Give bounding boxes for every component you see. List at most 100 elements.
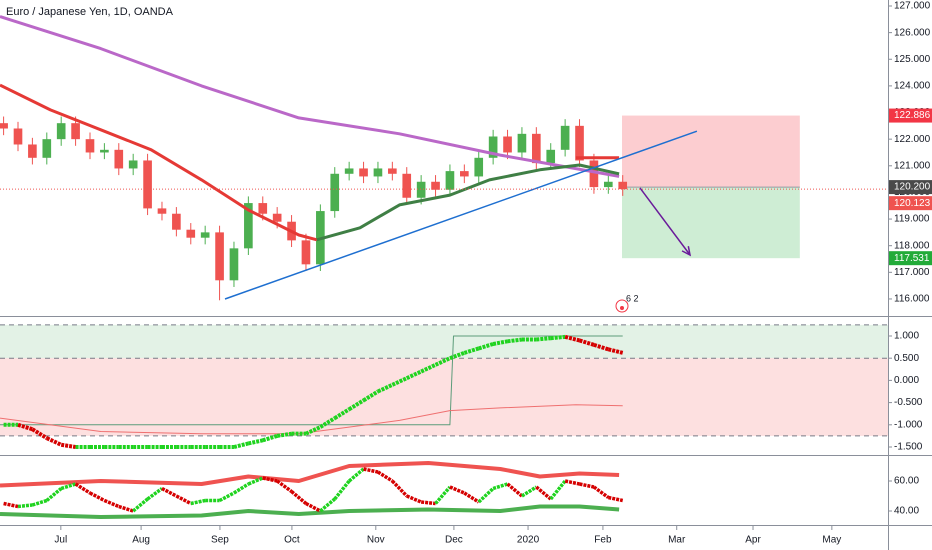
oscillator-segment — [564, 334, 581, 343]
oscillator-segment — [276, 431, 292, 438]
candle-body — [359, 168, 368, 177]
candle-body — [143, 160, 152, 209]
oscillator-segment — [262, 433, 278, 443]
band-line — [0, 504, 620, 519]
oscillator-segment — [17, 503, 33, 509]
oscillator-segment — [74, 482, 91, 495]
oscillator-segment — [593, 342, 609, 352]
price-tag-label: 120.200 — [894, 182, 931, 193]
oscillator-segment — [305, 425, 322, 436]
oscillator-segment — [449, 350, 466, 361]
y-tick-label: 122.000 — [894, 134, 931, 145]
band-line — [0, 461, 620, 488]
moving-average — [0, 15, 620, 178]
oscillator-segment — [535, 485, 552, 501]
y-tick-label: 1.000 — [894, 331, 919, 342]
oscillator-segment — [31, 498, 48, 507]
y-tick-label: 126.000 — [894, 27, 931, 38]
candle-body — [157, 208, 167, 214]
oscillator-segment — [161, 486, 178, 498]
candle-body — [445, 171, 455, 190]
events-badge-dot — [620, 306, 624, 310]
y-tick-label: 124.000 — [894, 81, 931, 92]
candle-body — [618, 181, 628, 190]
candle-body — [244, 203, 253, 249]
pane: 1.000 0.500 0.000 -0.500 -1.000 -1.500 — [0, 324, 923, 453]
oscillator-segment — [506, 482, 524, 498]
x-tick-label: Nov — [367, 535, 385, 546]
candle-body — [589, 160, 599, 188]
oscillator-segment — [377, 383, 394, 394]
candle-body — [532, 133, 541, 164]
lower-zone — [0, 358, 888, 436]
oscillator-segment — [190, 498, 206, 506]
x-tick-label: Feb — [594, 535, 612, 546]
oscillator-segment — [507, 337, 523, 344]
oscillator-segment — [492, 339, 508, 346]
candle-body — [28, 144, 37, 158]
stop-zone — [621, 115, 800, 188]
forecast-arrow — [639, 187, 691, 256]
y-tick-label: 0.500 — [894, 353, 919, 364]
candle-body — [460, 171, 469, 177]
y-tick-label: 127.000 — [894, 1, 931, 12]
oscillator-segment — [391, 376, 408, 387]
y-tick-label: 121.000 — [894, 160, 931, 171]
oscillator-segment — [333, 407, 351, 420]
oscillator-segment — [363, 467, 379, 474]
oscillator-segment — [233, 441, 249, 449]
oscillator-segment — [579, 482, 595, 489]
candle-body — [402, 173, 412, 198]
oscillator-segment — [118, 504, 134, 513]
oscillator-segment — [103, 498, 120, 509]
oscillator-segment — [405, 369, 422, 380]
price-tag-label: 120.123 — [894, 198, 931, 209]
pane: 116.000117.000118.000119.000120.000121.0… — [0, 1, 932, 313]
candle-body — [13, 128, 23, 145]
x-tick-label: 2020 — [517, 535, 540, 546]
price-tag-label: 117.531 — [894, 253, 930, 264]
candle-body — [560, 125, 570, 150]
target-zone — [621, 187, 800, 259]
x-tick-label: Apr — [745, 535, 761, 546]
candle-body — [517, 133, 527, 153]
x-tick-label: Mar — [668, 535, 686, 546]
oscillator-segment — [305, 501, 322, 513]
y-tick-label: -0.500 — [894, 397, 923, 408]
oscillator-segment — [477, 487, 495, 504]
moving-average — [316, 163, 620, 242]
candle-body — [42, 139, 52, 158]
oscillator-segment — [348, 398, 365, 411]
candle-body — [215, 232, 224, 281]
candle-body — [229, 248, 239, 281]
candle-body — [575, 125, 584, 161]
oscillator-segment — [45, 487, 63, 502]
moving-average — [0, 83, 318, 242]
oscillator-segment — [175, 494, 192, 506]
oscillator-segment — [60, 482, 77, 491]
oscillator-segment — [463, 491, 480, 504]
oscillator-segment — [449, 485, 466, 495]
oscillator-segment — [434, 485, 452, 505]
candle-body — [301, 240, 311, 265]
y-tick-label: 117.000 — [894, 267, 930, 278]
oscillator-segment — [262, 476, 278, 483]
y-tick-label: -1.000 — [894, 419, 923, 430]
oscillator-segment — [434, 356, 451, 367]
x-tick-label: May — [822, 535, 841, 546]
pane: 60.00 40.00 Jul Aug Sep Oct Nov Dec 2020 Feb Mar Ap… — [0, 461, 919, 546]
oscillator-segment — [377, 470, 394, 483]
oscillator-segment — [45, 436, 63, 447]
candle-body — [172, 213, 181, 230]
candle-body — [373, 168, 383, 177]
oscillator-segment — [607, 347, 624, 355]
oscillator-line — [0, 404, 623, 435]
oscillator-segment — [607, 495, 624, 503]
y-tick-label: -1.500 — [894, 442, 923, 453]
oscillator-segment — [247, 476, 264, 486]
price-tag-label: 122.886 — [894, 110, 931, 121]
